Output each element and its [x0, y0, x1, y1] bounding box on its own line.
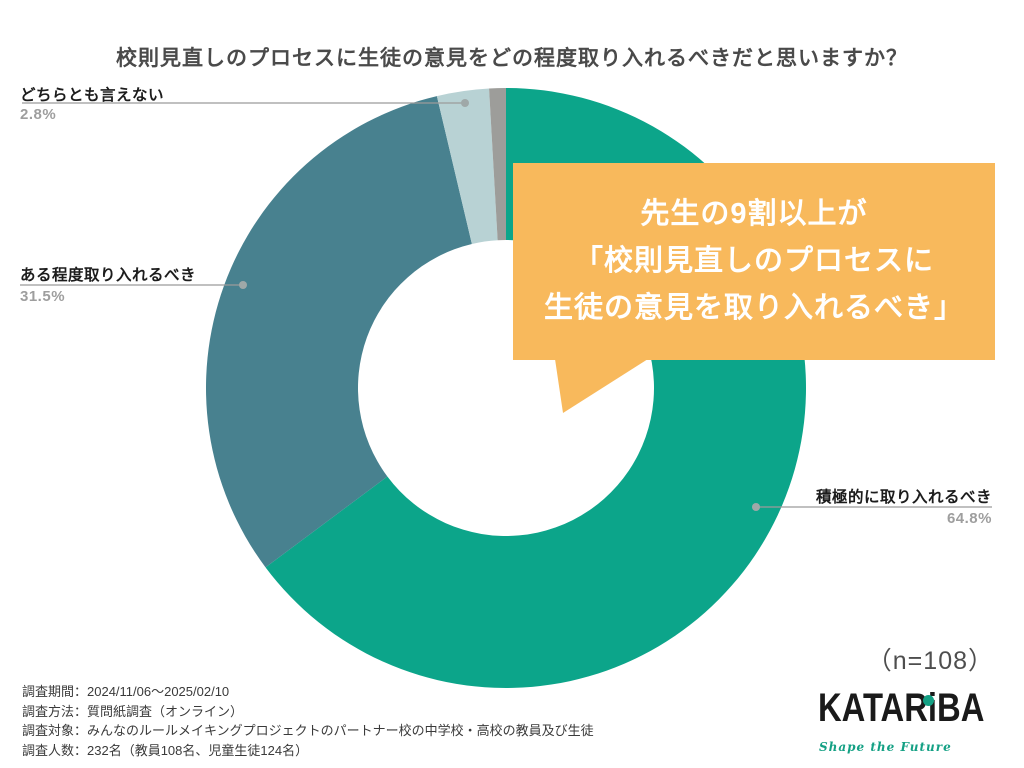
pct-neutral: 2.8%	[20, 106, 57, 123]
katariba-logo: KATARiBA Shape the Future	[818, 688, 1024, 763]
callout-line-2: 「校則見直しのプロセスに	[573, 245, 934, 277]
survey-metadata: 調査期間：2024/11/06～2025/02/10 調査方法：質問紙調査（オン…	[22, 682, 594, 760]
logo-i-dot-icon	[923, 695, 934, 706]
chart-title: 校則見直しのプロセスに生徒の意見をどの程度取り入れるべきだと思いますか？	[116, 47, 908, 70]
label-neutral: どちらとも言えない	[20, 87, 165, 104]
callout-line-3: 生徒の意見を取り入れるべき」	[543, 292, 964, 324]
donut-segment-4	[489, 88, 506, 241]
donut-segment-3	[436, 88, 498, 244]
logo-tagline: Shape the Future	[819, 740, 952, 754]
survey-target: 調査対象：みんなのルールメイキングプロジェクトのパートナー校の中学校・高校の教員…	[22, 723, 594, 738]
label-active: 積極的に取り入れるべき	[815, 489, 992, 506]
label-somewhat: ある程度取り入れるべき	[20, 267, 197, 284]
pct-somewhat: 31.5%	[20, 288, 66, 305]
callout-bubble: 先生の9割以上が 「校則見直しのプロセスに 生徒の意見を取り入れるべき」	[513, 163, 995, 360]
survey-period: 調査期間：2024/11/06～2025/02/10	[22, 684, 230, 699]
donut-segment-2	[206, 96, 472, 568]
sample-size-note: （n=108）	[866, 647, 994, 675]
callout-line-1: 先生の9割以上が	[640, 198, 868, 230]
pct-active: 64.8%	[946, 510, 992, 527]
survey-method: 調査方法：質問紙調査（オンライン）	[22, 703, 244, 719]
logo-wordmark: KATARiBA	[818, 686, 985, 730]
survey-respondents: 調査人数：232名（教員108名、児童生徒124名）	[22, 742, 309, 758]
